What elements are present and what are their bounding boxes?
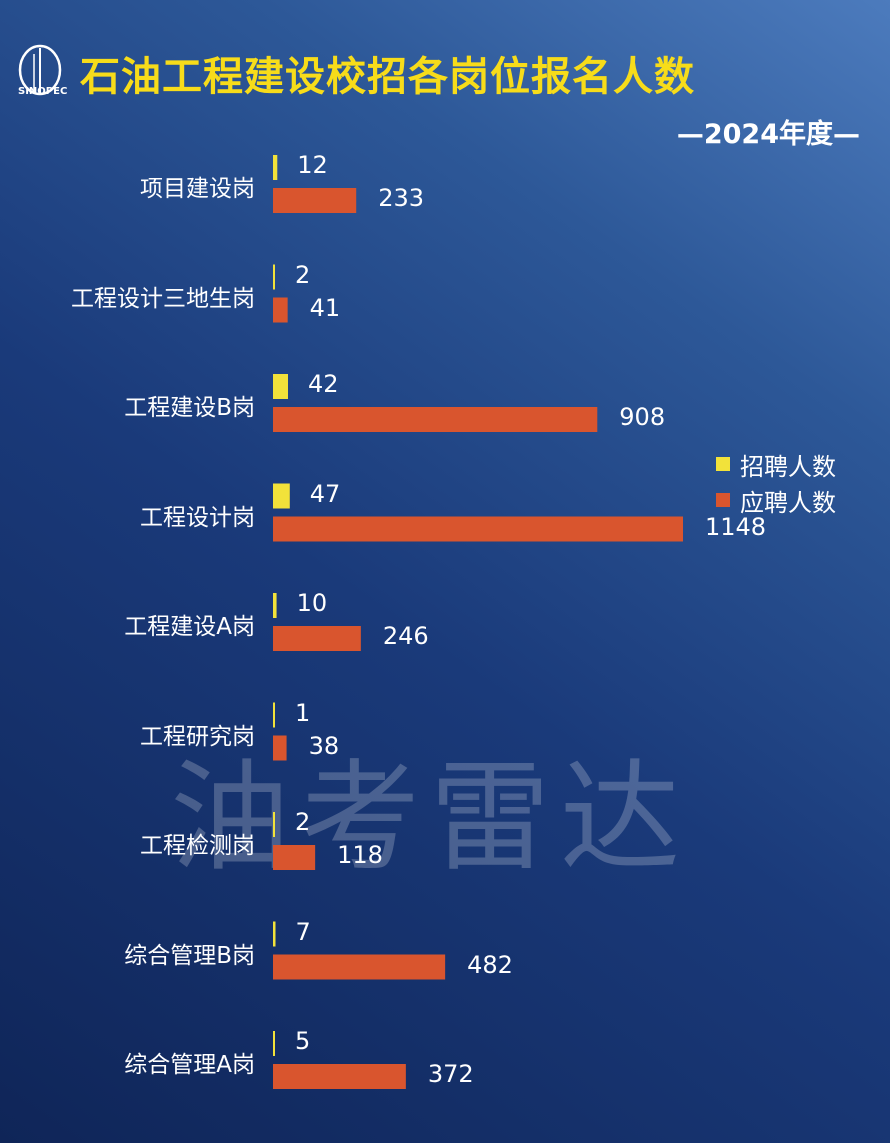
data-label: 372 [427, 1060, 474, 1088]
category-label: 项目建设岗 [140, 176, 255, 202]
data-label: 5 [295, 1027, 311, 1055]
applicants-bar [273, 516, 683, 542]
legend-swatch [716, 493, 730, 507]
legend-swatch [716, 457, 730, 471]
legend-label: 应聘人数 [740, 488, 836, 517]
applicants-bar [273, 407, 598, 432]
applicants-bar [273, 845, 316, 870]
legend-item-applicants: 应聘人数 [716, 482, 836, 518]
recruit-bar [273, 812, 275, 837]
applicants-bar [273, 1064, 406, 1089]
data-label: 42 [308, 370, 339, 398]
data-label: 246 [382, 622, 429, 650]
data-label: 2 [295, 260, 311, 289]
chart-subtitle: —2024年度— [676, 119, 860, 150]
category-label: 工程设计三地生岗 [71, 285, 255, 312]
sinopec-logo [18, 44, 62, 96]
recruit-bar [273, 264, 275, 290]
legend-item-recruit: 招聘人数 [716, 446, 836, 482]
category-label: 工程建设A岗 [124, 614, 255, 640]
recruit-bar [273, 155, 278, 180]
chart-title: 石油工程建设校招各岗位报名人数 [80, 54, 695, 100]
recruit-bar [273, 921, 276, 947]
applicants-bar [273, 954, 446, 980]
applicants-bar [273, 188, 357, 213]
category-label: 工程建设B岗 [124, 395, 255, 421]
recruit-bar [273, 1031, 275, 1056]
data-label: 41 [309, 293, 341, 322]
data-label: 233 [378, 184, 425, 212]
category-label: 综合管理B岗 [124, 942, 255, 969]
recruit-bar [273, 702, 275, 728]
logo-text: SINOPEC [18, 86, 68, 97]
category-label: 综合管理A岗 [124, 1052, 255, 1078]
category-label: 工程检测岗 [140, 833, 255, 859]
applicants-bar [273, 297, 288, 323]
data-label: 1148 [705, 512, 767, 541]
data-label: 7 [295, 917, 311, 946]
data-label: 1 [295, 698, 311, 727]
legend: 招聘人数 应聘人数 [716, 446, 836, 518]
data-label: 47 [309, 479, 341, 508]
data-label: 2 [295, 808, 311, 836]
applicants-bar [273, 735, 287, 761]
recruit-bar [273, 593, 277, 618]
recruit-bar [273, 483, 290, 509]
recruit-bar [273, 374, 288, 399]
data-label: 12 [297, 151, 328, 179]
data-label: 38 [308, 731, 340, 760]
applicants-bar [273, 626, 361, 651]
data-label: 10 [296, 589, 328, 617]
data-label: 482 [467, 950, 513, 979]
category-label: 工程设计岗 [140, 504, 255, 531]
legend-label: 招聘人数 [740, 452, 836, 481]
data-label: 118 [337, 841, 383, 869]
data-label: 908 [619, 403, 666, 431]
watermark: 油考雷达 [170, 749, 690, 888]
category-label: 工程研究岗 [140, 723, 255, 750]
